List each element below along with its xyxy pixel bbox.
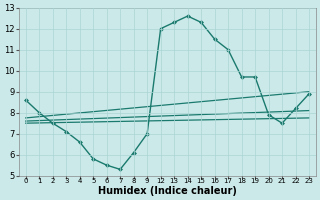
X-axis label: Humidex (Indice chaleur): Humidex (Indice chaleur) — [98, 186, 237, 196]
